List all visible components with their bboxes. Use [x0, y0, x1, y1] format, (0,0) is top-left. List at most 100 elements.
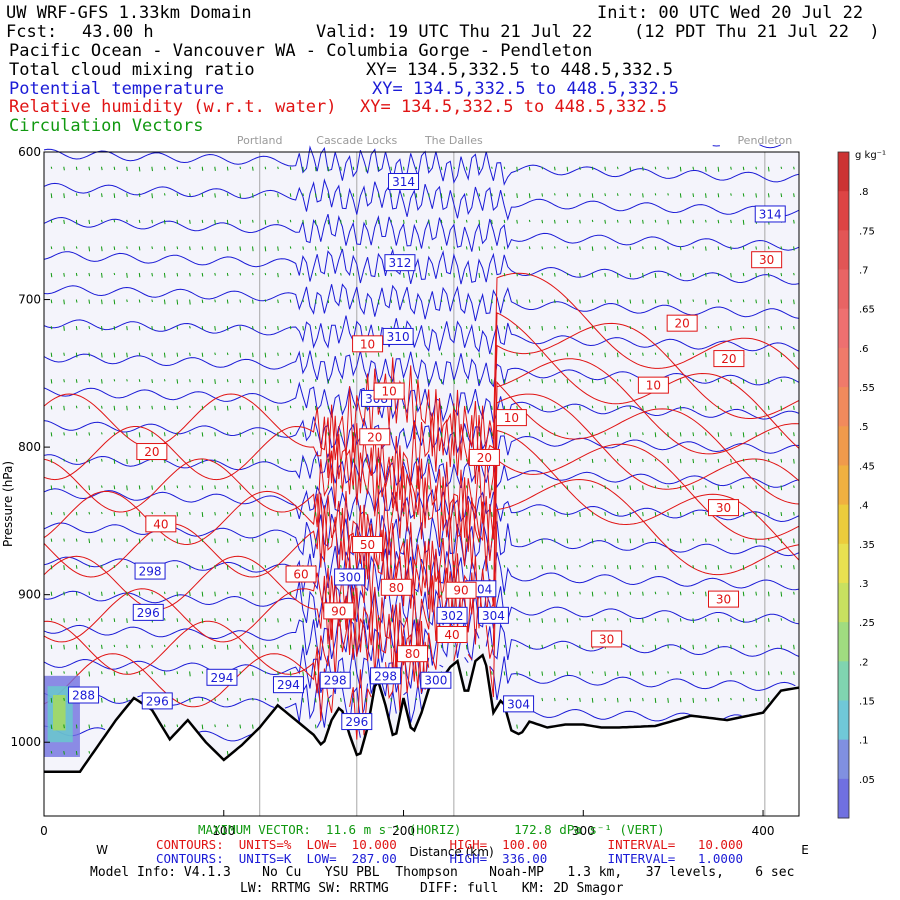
circulation-vector [705, 166, 707, 172]
rh-label: 20 [144, 445, 159, 459]
circulation-vector [541, 644, 544, 649]
circulation-vector [503, 485, 506, 490]
circulation-vector [491, 671, 493, 675]
x-tick-label: 300 [572, 824, 595, 838]
circulation-vector [252, 671, 254, 677]
circulation-vector [705, 618, 707, 622]
circulation-vector [516, 671, 518, 676]
circulation-vector [63, 219, 65, 225]
circulation-vector [88, 405, 91, 409]
circulation-vector [151, 326, 153, 331]
circulation-vector [252, 405, 254, 411]
rh-contour [43, 272, 800, 484]
field-cloud-xy: XY= 134.5,332.5 to 448.5,332.5 [366, 60, 674, 80]
circulation-vector [767, 325, 770, 329]
rh-label-box [359, 428, 391, 446]
circulation-vector [692, 219, 695, 224]
circulation-vector [478, 272, 481, 278]
circulation-vector [679, 565, 682, 568]
circulation-vector [780, 432, 783, 436]
circulation-vector [390, 458, 393, 462]
circulation-vector [717, 272, 720, 277]
circulation-vector [629, 538, 632, 544]
circulation-vector [239, 618, 242, 622]
circulation-vector [138, 432, 141, 438]
colorbar-segment [838, 661, 849, 701]
circulation-vector [390, 272, 393, 277]
circulation-vector [314, 405, 317, 411]
circulation-vector [239, 644, 242, 649]
circulation-vector [302, 246, 304, 250]
circulation-vector [767, 432, 770, 435]
circulation-vector [642, 352, 644, 356]
circulation-vector [101, 405, 103, 409]
circulation-vector [705, 591, 707, 597]
circulation-vector [176, 511, 179, 517]
circulation-vector [780, 246, 783, 250]
circulation-vector [503, 458, 506, 463]
circulation-vector [503, 432, 506, 435]
circulation-vector [742, 618, 745, 623]
circulation-vector [50, 458, 53, 463]
rh-label-box [468, 448, 500, 466]
circulation-vector [503, 246, 506, 250]
circulation-vector [189, 166, 191, 170]
circulation-vector [75, 565, 78, 569]
circulation-vector [705, 432, 707, 436]
circulation-vector [528, 511, 531, 516]
circulation-vector [277, 458, 279, 464]
rh-label: 30 [716, 501, 731, 515]
circulation-vector [403, 671, 405, 675]
circulation-vector [503, 379, 506, 384]
circulation-vector [327, 511, 330, 517]
circulation-vector [692, 671, 695, 676]
circulation-vector [654, 538, 657, 542]
circulation-vector [365, 352, 367, 358]
circulation-vector [541, 458, 544, 463]
circulation-vector [667, 618, 669, 623]
circulation-vector [252, 565, 254, 570]
circulation-vector [226, 485, 229, 489]
circulation-vector [415, 219, 418, 223]
circulation-vector [453, 511, 455, 517]
circulation-vector [201, 326, 204, 330]
circulation-vector [742, 511, 745, 517]
circulation-vector [226, 246, 229, 251]
circulation-vector [88, 193, 91, 197]
circulation-vector [189, 325, 191, 329]
circulation-vector [616, 671, 619, 677]
circulation-vector [591, 618, 594, 622]
circulation-vector [440, 565, 443, 568]
circulation-vector [390, 166, 393, 171]
circulation-vector [604, 379, 606, 385]
circulation-vector [629, 352, 632, 356]
rh-label-box [323, 602, 355, 620]
circulation-vector [365, 166, 367, 172]
colorbar-tick-label: .35 [859, 540, 875, 551]
circulation-vector [491, 432, 493, 437]
circulation-vector [717, 697, 720, 702]
circulation-vector [151, 485, 153, 490]
circulation-vector [101, 352, 103, 358]
circulation-vector [352, 458, 355, 463]
circulation-vector [314, 458, 317, 464]
circulation-vector [528, 458, 531, 464]
theta-label-box [68, 686, 100, 704]
circulation-vector [428, 458, 430, 464]
circulation-vector [63, 671, 65, 674]
rh-label: 20 [477, 451, 492, 465]
circulation-vector [516, 326, 518, 330]
colorbar-tick-label: .65 [859, 305, 875, 316]
circulation-vector [767, 193, 770, 198]
x-tick-label: 400 [752, 824, 775, 838]
circulation-vector [591, 352, 594, 356]
circulation-vector [239, 432, 242, 437]
max-vector-text: MAXIMUM VECTOR: 11.6 m s⁻¹ (HORIZ) 172.8… [198, 822, 665, 837]
circulation-vector [50, 724, 53, 730]
circulation-vector [201, 724, 204, 730]
circulation-vector [717, 538, 720, 542]
circulation-vector [352, 193, 355, 197]
circulation-vector [415, 538, 418, 543]
circulation-vector [101, 671, 103, 675]
theta-label: 304 [482, 609, 505, 623]
